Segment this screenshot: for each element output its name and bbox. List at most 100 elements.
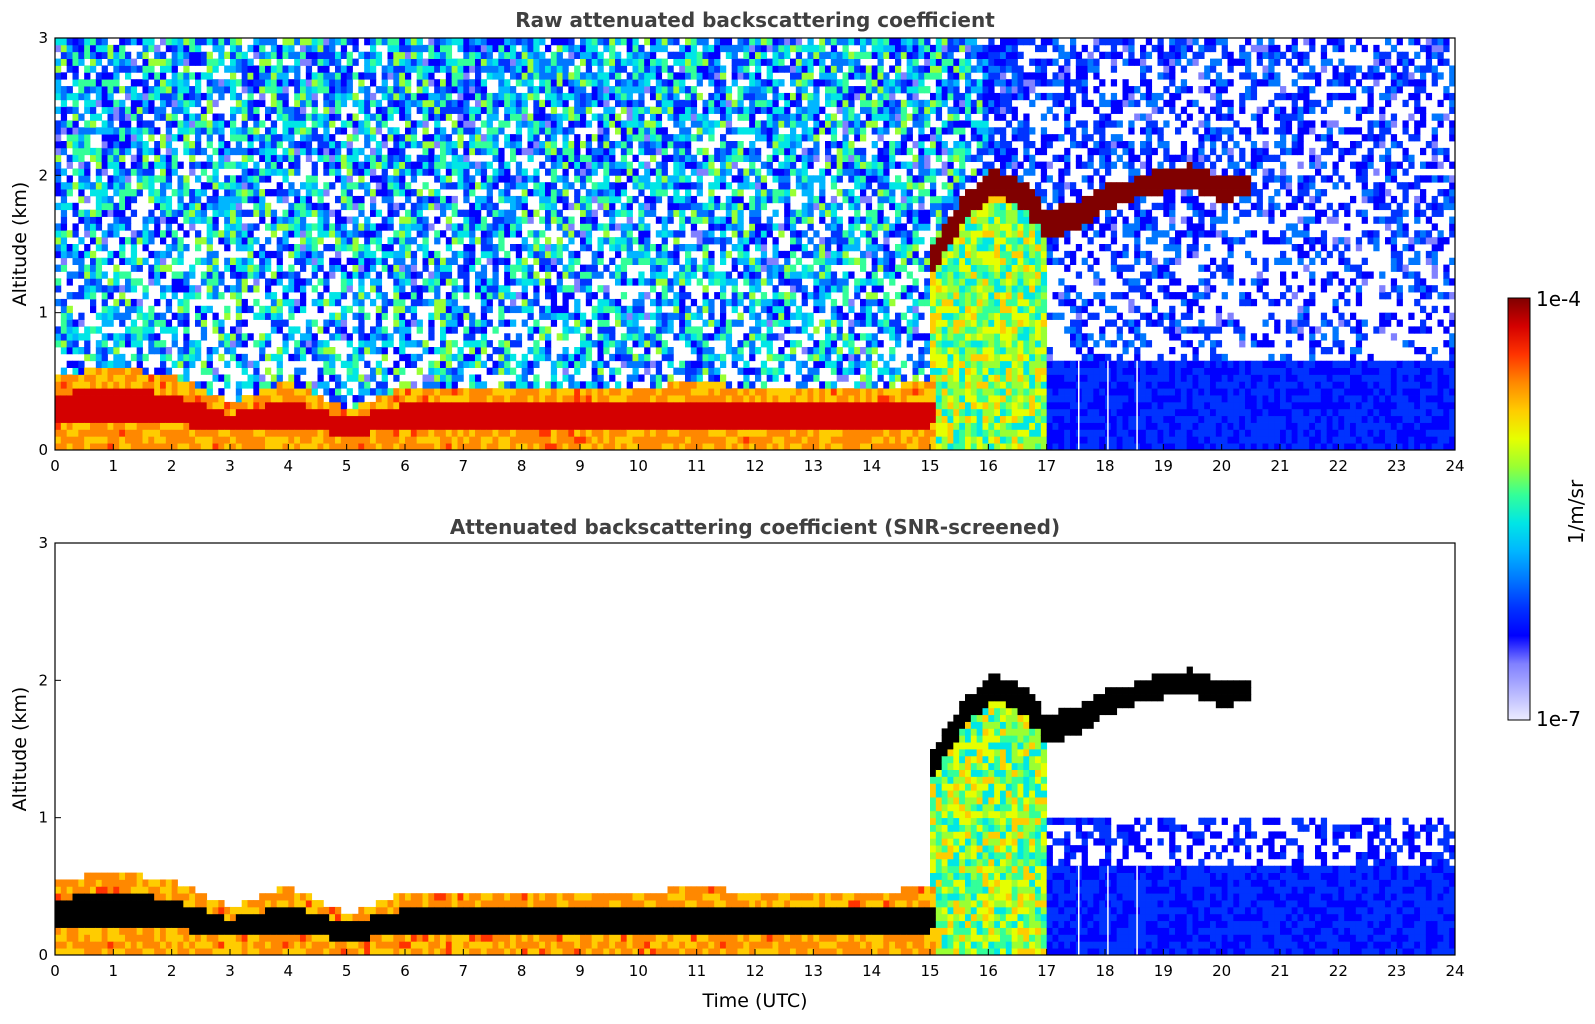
heatmap-cell: [165, 244, 173, 252]
heatmap-cell: [66, 44, 73, 53]
heatmap-cell: [305, 395, 313, 403]
heatmap-cell: [329, 422, 336, 430]
heatmap-cell: [95, 154, 103, 162]
heatmap-cell: [597, 271, 604, 279]
heatmap-cell: [241, 175, 248, 183]
heatmap-cell: [451, 154, 458, 162]
heatmap-cell: [527, 367, 534, 375]
heatmap-cell: [667, 86, 674, 94]
heatmap-cell: [95, 285, 103, 293]
heatmap-cell: [475, 127, 482, 135]
heatmap-cell: [661, 244, 668, 252]
heatmap-cell: [661, 408, 668, 417]
heatmap-cell: [679, 141, 686, 149]
heatmap-cell: [498, 127, 505, 135]
heatmap-cell: [609, 408, 616, 417]
heatmap-cell: [247, 92, 254, 101]
heatmap-cell: [451, 99, 458, 108]
heatmap-cell: [329, 353, 336, 362]
heatmap-cell: [568, 312, 575, 320]
heatmap-cell: [317, 408, 324, 417]
heatmap-cell: [521, 271, 528, 279]
heatmap-cell: [620, 257, 628, 265]
heatmap-cell: [294, 422, 301, 430]
heatmap-cell: [329, 168, 336, 176]
heatmap-cell: [405, 216, 412, 224]
heatmap-cell: [451, 298, 458, 307]
heatmap-cell: [463, 51, 470, 59]
heatmap-cell: [475, 72, 482, 80]
heatmap-cell: [183, 408, 190, 417]
heatmap-cell: [340, 381, 348, 389]
heatmap-cell: [160, 237, 167, 245]
heatmap-cell: [445, 106, 453, 114]
heatmap-cell: [475, 292, 482, 300]
heatmap-cell: [288, 395, 295, 403]
heatmap-cell: [574, 230, 581, 238]
heatmap-cell: [230, 175, 237, 183]
heatmap-cell: [410, 353, 418, 362]
heatmap-cell: [422, 195, 429, 204]
heatmap-cell: [358, 319, 365, 327]
heatmap-cell: [580, 182, 587, 190]
heatmap-cell: [200, 127, 208, 135]
heatmap-cell: [329, 292, 336, 300]
heatmap-cell: [305, 113, 313, 121]
heatmap-cell: [317, 195, 324, 204]
heatmap-cell: [276, 237, 283, 245]
heatmap-cell: [679, 106, 686, 114]
heatmap-cell: [609, 429, 616, 437]
heatmap-cell: [521, 422, 528, 430]
heatmap-cell: [655, 92, 663, 101]
heatmap-cell: [78, 285, 85, 293]
heatmap-cell: [148, 278, 155, 286]
heatmap-cell: [580, 141, 587, 149]
heatmap-cell: [247, 285, 254, 293]
heatmap-cell: [620, 141, 628, 149]
heatmap-cell: [510, 415, 517, 423]
heatmap-cell: [475, 65, 482, 73]
heatmap-cell: [480, 298, 488, 307]
heatmap-cell: [346, 92, 353, 101]
heatmap-cell: [393, 257, 400, 265]
heatmap-cell: [148, 230, 155, 238]
heatmap-cell: [317, 154, 324, 162]
heatmap-cell: [270, 161, 278, 169]
heatmap-cell: [585, 340, 593, 348]
heatmap-cell: [84, 285, 91, 293]
heatmap-cell: [410, 264, 418, 272]
heatmap-cell: [673, 202, 680, 211]
heatmap-cell: [340, 436, 348, 444]
heatmap-cell: [585, 326, 593, 334]
heatmap-cell: [101, 388, 108, 396]
heatmap-cell: [632, 388, 639, 396]
heatmap-cell: [177, 319, 184, 327]
heatmap-cell: [294, 278, 301, 286]
heatmap-cell: [90, 395, 97, 403]
heatmap-cell: [288, 38, 295, 46]
heatmap-cell: [364, 257, 371, 265]
heatmap-cell: [241, 230, 248, 238]
heatmap-cell: [154, 44, 161, 53]
heatmap-cell: [259, 353, 266, 362]
heatmap-cell: [364, 99, 371, 108]
heatmap-cell: [230, 415, 237, 423]
heatmap-cell: [276, 257, 283, 265]
heatmap-cell: [346, 189, 353, 197]
heatmap-cell: [521, 182, 528, 190]
heatmap-cell: [545, 408, 552, 417]
heatmap-cell: [539, 141, 546, 149]
heatmap-cell: [136, 264, 143, 272]
heatmap-cell: [265, 209, 272, 217]
heatmap-cell: [311, 415, 318, 423]
heatmap-cell: [667, 429, 674, 437]
heatmap-cell: [410, 429, 418, 437]
heatmap-cell: [393, 271, 400, 279]
heatmap-cell: [142, 58, 149, 66]
heatmap-cell: [317, 134, 324, 142]
heatmap-cell: [475, 381, 482, 389]
heatmap-cell: [434, 86, 441, 94]
heatmap-cell: [78, 44, 85, 53]
heatmap-cell: [463, 79, 470, 87]
heatmap-cell: [574, 271, 581, 279]
